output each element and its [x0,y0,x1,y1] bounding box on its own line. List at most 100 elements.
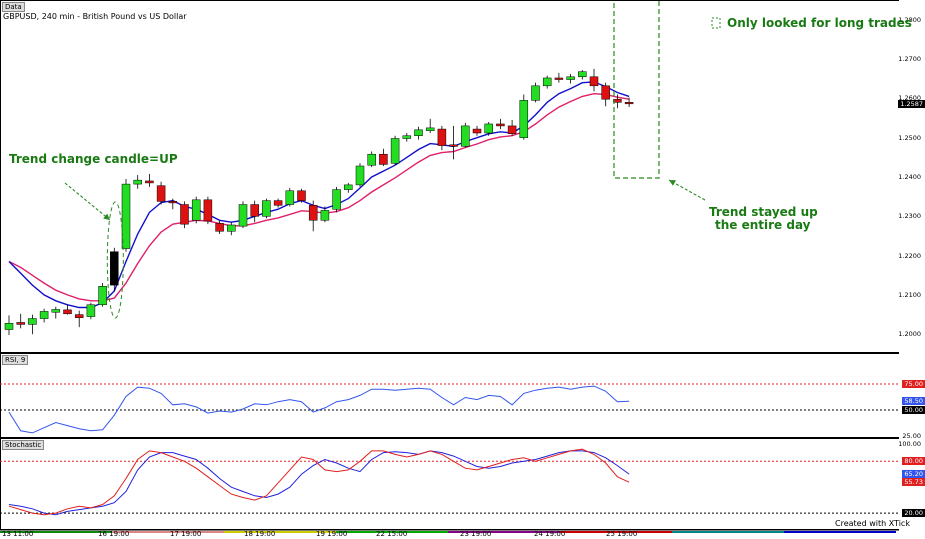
stochastic-tick-label: 65.20 [902,470,925,479]
stochastic-tick-label: 80.00 [902,457,925,466]
candle-body [344,184,353,190]
day-color-bar [560,531,672,533]
candle-body [472,128,482,134]
candle-body [39,311,49,319]
candle-body [461,125,470,147]
candle-body [145,180,154,184]
stochastic-tick-label: 20.00 [902,509,925,518]
long-trades-annotation: Only looked for long trades [727,16,912,30]
candle-body [63,309,72,315]
candle-body [238,204,248,227]
candle-body [554,77,564,80]
candle-body [133,179,142,185]
price-tick-label: 1.2600 [898,94,921,103]
candle-body [168,201,178,204]
candle-body [86,304,96,317]
candle-body [308,205,318,221]
trend-stayed-annotation-line2: the entire day [715,218,811,232]
candle-body [613,98,622,103]
rsi-line [8,385,630,434]
time-tick-label: 17 19:00 [170,530,202,538]
dashed-box-icon [711,17,721,29]
candle-body [16,322,25,325]
rsi-tick-label: 25.00 [902,432,921,440]
candle-body [74,314,84,318]
time-tick-label: 18 19:00 [244,530,276,538]
candle-body [28,318,37,325]
candle-body [589,76,599,87]
rsi-tick-label: 50.00 [902,406,925,414]
stochastic-line-1 [8,448,630,516]
rsi-panel-tag: RSI, 9 [2,355,29,365]
candle-body [484,123,493,134]
candle-body [180,204,189,225]
stochastic-panel-tag: Stochastic [2,440,45,450]
candle-body [414,129,423,136]
candle-body [285,190,295,205]
trend-change-annotation: Trend change candle=UP [9,152,178,166]
trend-stayed-annotation-line1: Trend stayed up [709,205,818,219]
candle-body [402,135,412,139]
candle-body [578,71,587,78]
time-tick-label: 19 19:00 [316,530,348,538]
day-color-bar [672,531,784,533]
candle-body [624,102,634,105]
rsi-tick-label: 75.00 [902,380,925,388]
time-tick-label: 13 11:00 [2,530,34,538]
footer-credit: Created with XTick [835,519,910,528]
day-color-bar [112,531,224,533]
candle-body [191,199,201,221]
price-axis: 1.2800 1.2700 1.2600 1.2500 1.2400 1.2300 1.22… [898,0,925,539]
price-tick-label: 1.2000 [898,330,921,339]
candle-body [110,251,119,286]
price-panel: Data GBPUSD, 240 min - British Pound vs … [0,0,900,353]
candle-body [507,125,517,135]
time-tick-label: 22 15:00 [376,530,408,538]
trend-change-arrow-head [103,213,110,220]
long-trades-box [613,0,660,179]
rsi-tick-label: 58.50 [902,397,925,406]
candle-body [332,189,341,210]
candle-body [566,76,575,80]
candle-body [496,123,505,127]
candle-body [250,204,259,217]
trend-stayed-arrow [668,179,706,201]
candle-body [542,77,552,87]
candle-body [273,200,283,206]
price-tick-label: 1.2700 [898,55,921,64]
current-price-badge: 1.2587 [898,99,925,108]
time-tick-label: 24 19:00 [534,530,566,538]
stochastic-tick-label: 55.73 [902,478,925,487]
price-tick-label: 1.2300 [898,212,921,221]
candle-body [531,85,540,101]
day-color-bar [448,531,560,533]
candle-body [297,190,306,201]
candle-body [156,185,166,202]
price-tick-label: 1.2200 [898,251,921,260]
price-panel-tag: Data [2,2,25,12]
candle-body [262,200,271,217]
candle-body [519,100,529,138]
candle-body [320,210,330,221]
day-color-bar [224,531,336,533]
candle-body [390,138,400,164]
chart-title: GBPUSD, 240 min - British Pound vs US Do… [3,12,187,21]
price-tick-label: 1.2100 [898,290,921,299]
trend-change-arrow [64,182,111,221]
candle-body [367,153,376,166]
time-tick-label: 16 19:00 [98,530,130,538]
candle-body [121,183,131,249]
candle-body [51,309,61,313]
candle-body [437,128,447,146]
candle-body [601,85,610,100]
stochastic-panel: Stochastic [0,438,900,530]
moving-average-red [8,92,630,302]
candle-body [227,224,236,232]
time-tick-label: 23 19:00 [460,530,492,538]
rsi-panel: RSI, 9 [0,353,900,438]
candle-body [4,322,14,330]
stochastic-line-0 [8,450,630,516]
day-color-bar [336,531,448,533]
time-tick-label: 25 19:00 [606,530,638,538]
candle-body [355,165,365,186]
